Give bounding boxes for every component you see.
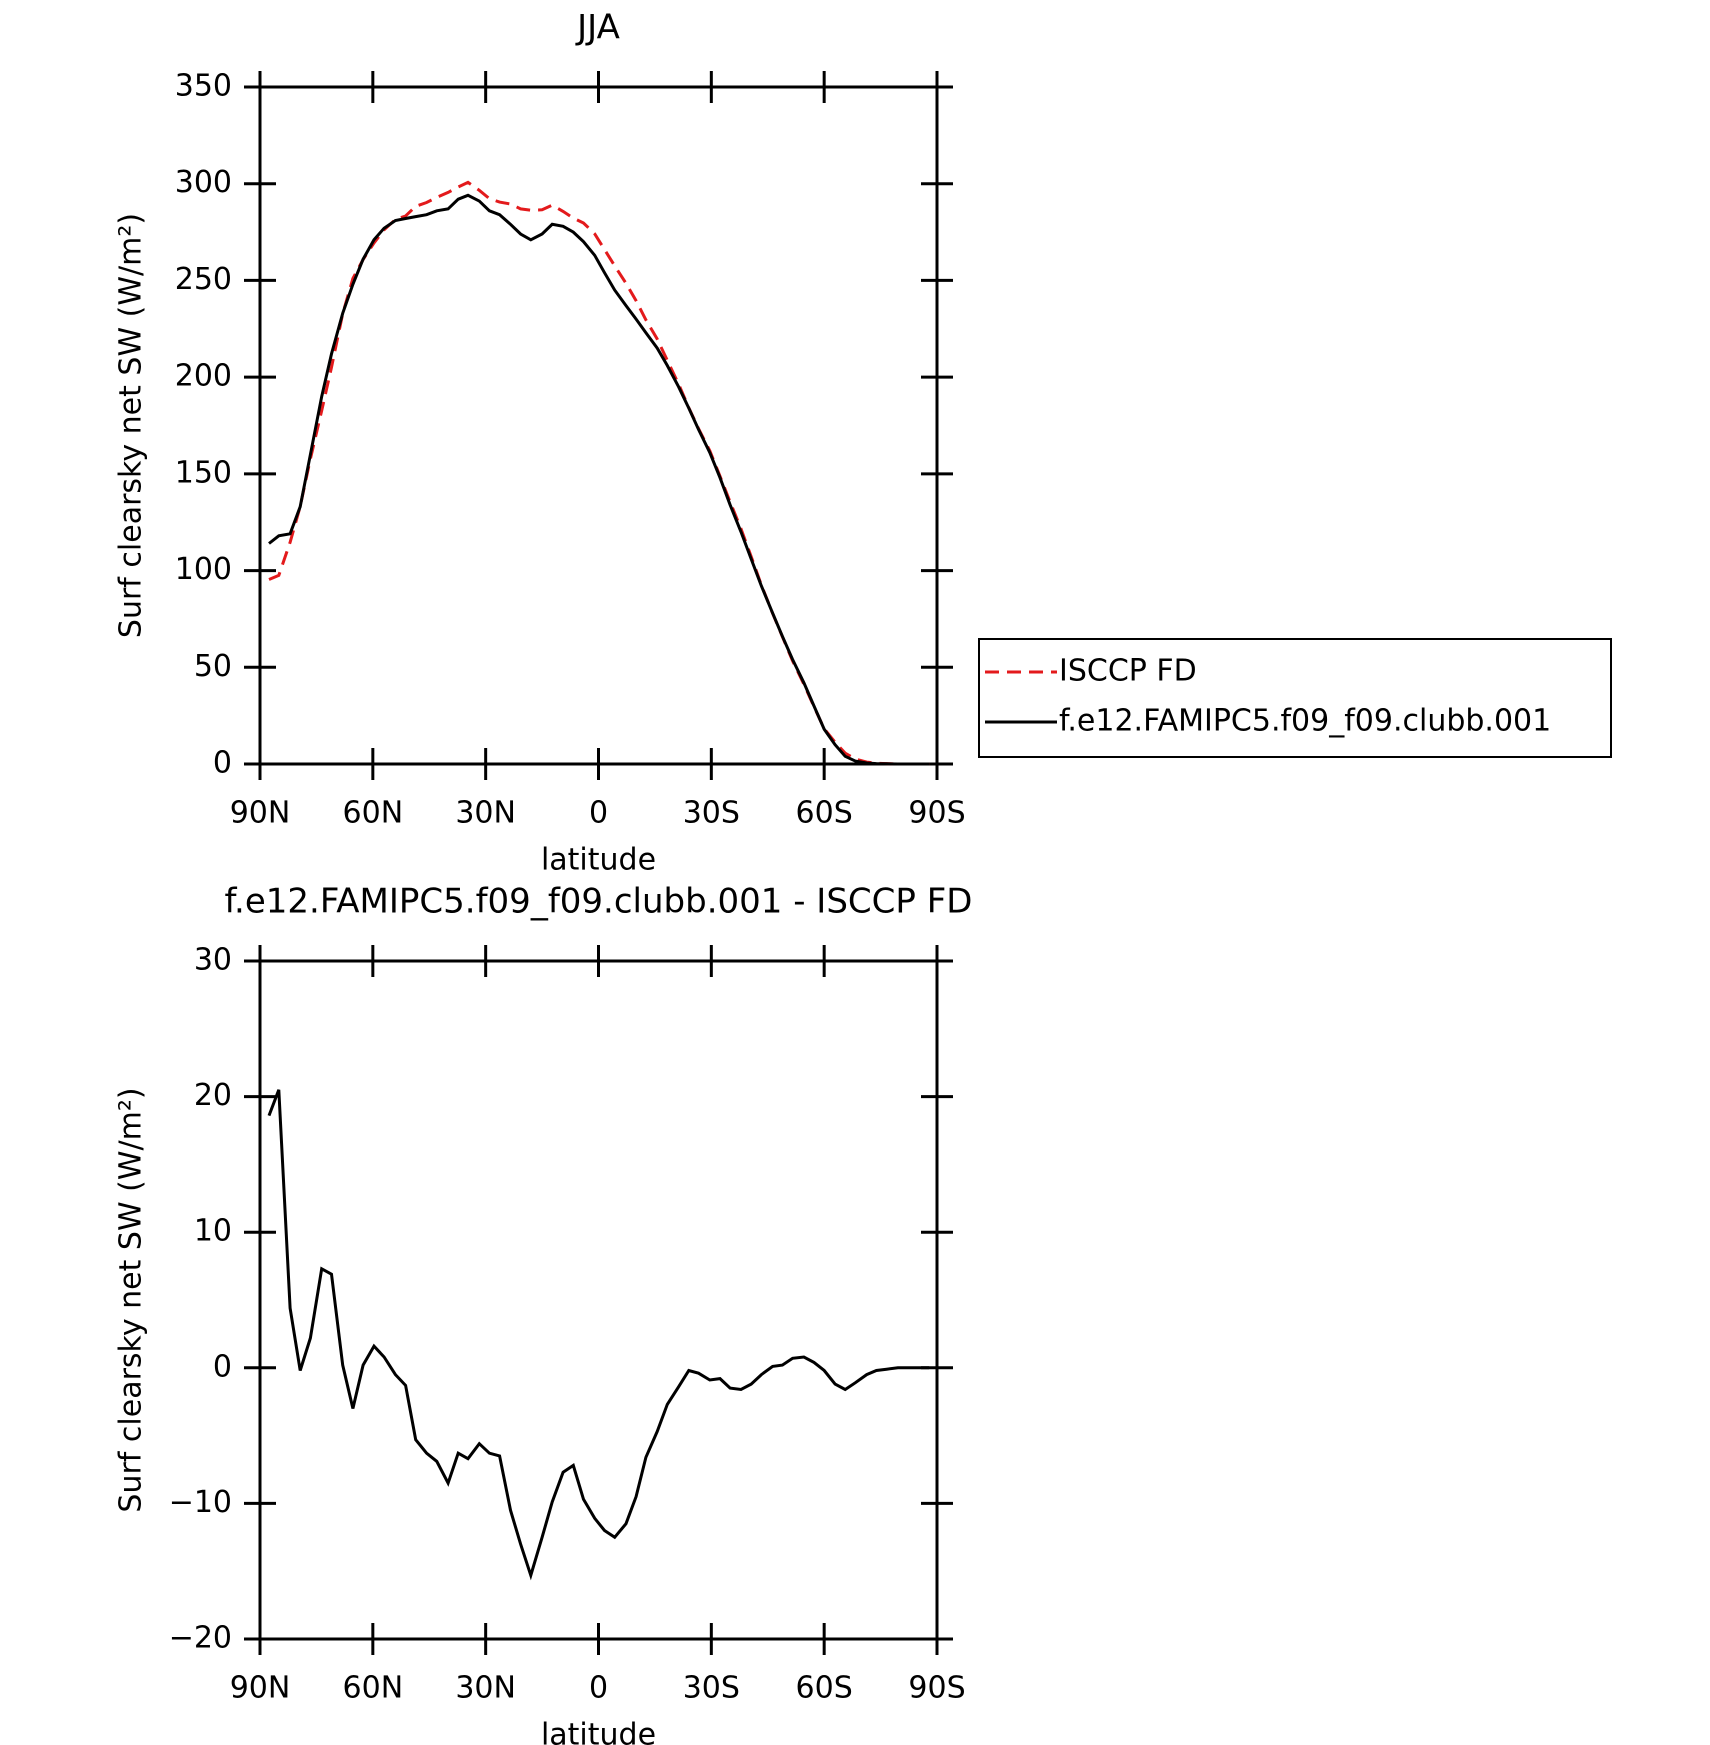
x-tick-label: 30S — [683, 796, 740, 831]
y-tick-label: 350 — [175, 69, 232, 104]
chart-title: JJA — [575, 8, 620, 48]
y-tick-label: 20 — [194, 1078, 232, 1113]
y-tick-label: 50 — [194, 649, 232, 684]
x-tick-label: 60S — [796, 1671, 853, 1706]
y-tick-label: 0 — [213, 1349, 232, 1384]
series-line — [268, 193, 930, 766]
x-tick-label: 0 — [589, 796, 608, 831]
x-tick-label: 90S — [908, 1671, 965, 1706]
legend-label: ISCCP FD — [1059, 654, 1197, 689]
legend-label: f.e12.FAMIPC5.f09_f09.clubb.001 — [1059, 704, 1551, 739]
y-tick-label: −20 — [169, 1621, 232, 1656]
x-tick-label: 30N — [455, 1671, 516, 1706]
x-tick-label: 60S — [796, 796, 853, 831]
series-line — [268, 180, 930, 766]
x-tick-label: 0 — [589, 1671, 608, 1706]
x-tick-label: 30N — [455, 796, 516, 831]
y-tick-label: 100 — [175, 552, 232, 587]
x-axis-label: latitude — [541, 843, 656, 878]
plot-frame — [258, 959, 939, 1641]
x-tick-label: 90S — [908, 796, 965, 831]
y-axis-label: Surf clearsky net SW (W/m²) — [114, 213, 149, 638]
plot-frame — [258, 85, 939, 766]
y-tick-label: 200 — [175, 359, 232, 394]
y-tick-label: 30 — [194, 943, 232, 978]
x-tick-label: 60N — [343, 1671, 404, 1706]
y-tick-label: 300 — [175, 165, 232, 200]
legend-box — [978, 638, 1612, 758]
y-tick-label: 250 — [175, 262, 232, 297]
y-axis-label: Surf clearsky net SW (W/m²) — [114, 1087, 149, 1512]
x-tick-label: 60N — [343, 796, 404, 831]
x-axis-label: latitude — [541, 1718, 656, 1745]
x-tick-label: 90N — [230, 1671, 291, 1706]
y-tick-label: 150 — [175, 455, 232, 490]
x-tick-label: 30S — [683, 1671, 740, 1706]
x-tick-label: 90N — [230, 796, 291, 831]
chart-title: f.e12.FAMIPC5.f09_f09.clubb.001 - ISCCP … — [225, 882, 973, 922]
y-tick-label: 10 — [194, 1214, 232, 1249]
y-tick-label: 0 — [213, 746, 232, 781]
y-tick-label: −10 — [169, 1485, 232, 1520]
series-line — [267, 1089, 930, 1581]
